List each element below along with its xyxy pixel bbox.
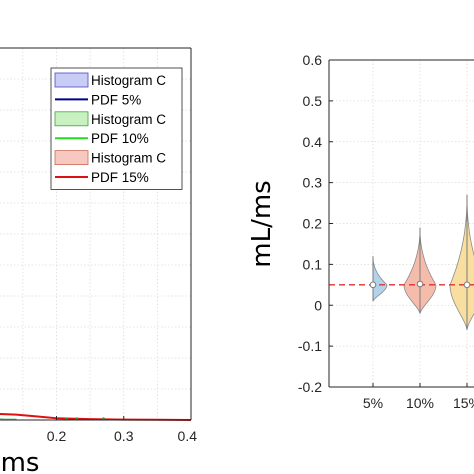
left-legend-label: Histogram C bbox=[91, 151, 166, 166]
left-histogram-marker bbox=[102, 417, 105, 420]
left-x-axis-label: ms bbox=[1, 448, 40, 474]
right-y-tick-label: 0.3 bbox=[303, 175, 323, 191]
left-legend-label: Histogram C bbox=[91, 112, 166, 127]
left-histogram-marker bbox=[75, 417, 78, 420]
left-legend-label: PDF 5% bbox=[91, 92, 141, 107]
left-legend-label: PDF 15% bbox=[91, 170, 149, 185]
left-x-tick-label: 0.4 bbox=[178, 428, 198, 444]
left-legend-patch bbox=[54, 150, 89, 166]
right-y-tick-label: 0 bbox=[314, 297, 322, 313]
right-y-tick-label: -0.1 bbox=[298, 338, 322, 354]
right-plot-area bbox=[329, 60, 474, 387]
right-chart-panel: -0.2 -0.1 0 0.1 0.2 0.3 0.4 0.5 0.6 5% 10% 15% mL/ms bbox=[247, 52, 474, 411]
right-x-tick-label: 15% bbox=[453, 395, 474, 411]
right-x-tick-label: 5% bbox=[363, 395, 383, 411]
violin-median-marker bbox=[463, 281, 471, 289]
left-legend-label: Histogram C bbox=[91, 73, 166, 88]
right-y-tick-label: -0.2 bbox=[298, 379, 322, 395]
violin-body bbox=[372, 257, 388, 302]
left-legend-patch bbox=[54, 72, 89, 88]
left-x-tick-label: 0.2 bbox=[47, 428, 67, 444]
right-y-tick-label: 0.4 bbox=[303, 134, 323, 150]
left-x-tick-label: 0.3 bbox=[114, 428, 134, 444]
left-legend-patch bbox=[54, 111, 89, 127]
right-y-axis-label: mL/ms bbox=[247, 180, 277, 267]
left-legend-label: PDF 10% bbox=[91, 131, 149, 146]
right-y-tick-label: 0.6 bbox=[303, 52, 323, 68]
right-y-tick-label: 0.2 bbox=[303, 216, 323, 232]
left-chart-panel: 0.2 0.3 0.4 ms Histogram C PDF 5% Histogram C P… bbox=[0, 47, 198, 474]
left-legend-box bbox=[50, 67, 183, 190]
right-y-tick-label: 0.1 bbox=[303, 256, 323, 272]
right-y-tick-label: 0.5 bbox=[303, 93, 323, 109]
left-histogram-marker bbox=[65, 417, 68, 420]
violin-median-marker bbox=[369, 281, 377, 289]
violin-median-marker bbox=[416, 280, 424, 288]
right-x-tick-label: 10% bbox=[406, 395, 434, 411]
